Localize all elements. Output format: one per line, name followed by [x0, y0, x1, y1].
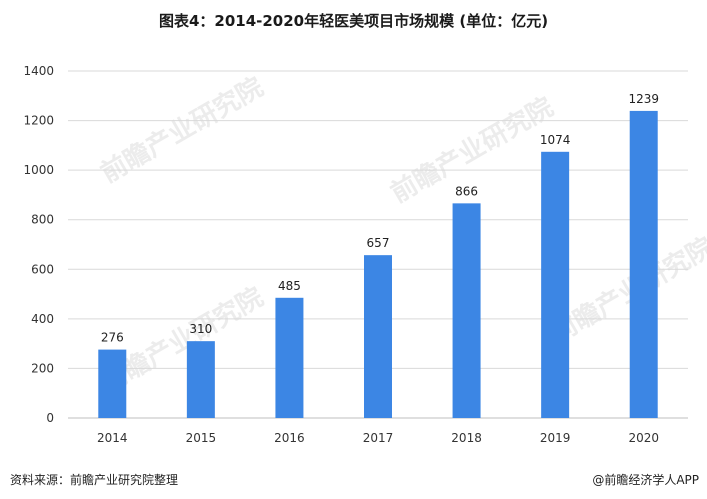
- data-label: 1074: [540, 133, 571, 147]
- x-tick-label: 2015: [186, 431, 217, 445]
- data-label: 276: [101, 331, 124, 345]
- source-note: 资料来源：前瞻产业研究院整理: [10, 473, 179, 487]
- bar: [541, 151, 570, 418]
- data-label: 866: [455, 184, 478, 198]
- x-tick-label: 2017: [363, 431, 394, 445]
- x-tick-label: 2016: [274, 431, 305, 445]
- data-label: 485: [278, 279, 301, 293]
- x-tick-label: 2018: [451, 431, 482, 445]
- y-tick-label: 600: [31, 262, 54, 276]
- y-tick-label: 800: [31, 213, 54, 227]
- bar: [275, 297, 304, 418]
- y-tick-label: 400: [31, 312, 54, 326]
- bar: [186, 341, 215, 418]
- data-label: 310: [189, 322, 212, 336]
- y-tick-label: 1000: [23, 163, 54, 177]
- bar: [364, 255, 392, 418]
- brand-label: @前瞻经济学人APP: [592, 473, 699, 487]
- bar: [452, 203, 481, 418]
- x-tick-label: 2014: [97, 431, 128, 445]
- x-tick-label: 2020: [628, 431, 659, 445]
- bar: [629, 110, 658, 418]
- y-tick-label: 1400: [23, 64, 54, 78]
- y-tick-label: 0: [46, 411, 54, 425]
- data-label: 1239: [628, 92, 659, 106]
- y-tick-label: 200: [31, 361, 54, 375]
- chart-title: 图表4：2014-2020年轻医美项目市场规模 (单位：亿元): [158, 12, 549, 30]
- data-label: 657: [367, 236, 390, 250]
- x-tick-label: 2019: [540, 431, 571, 445]
- bar: [98, 349, 127, 418]
- y-tick-label: 1200: [23, 114, 54, 128]
